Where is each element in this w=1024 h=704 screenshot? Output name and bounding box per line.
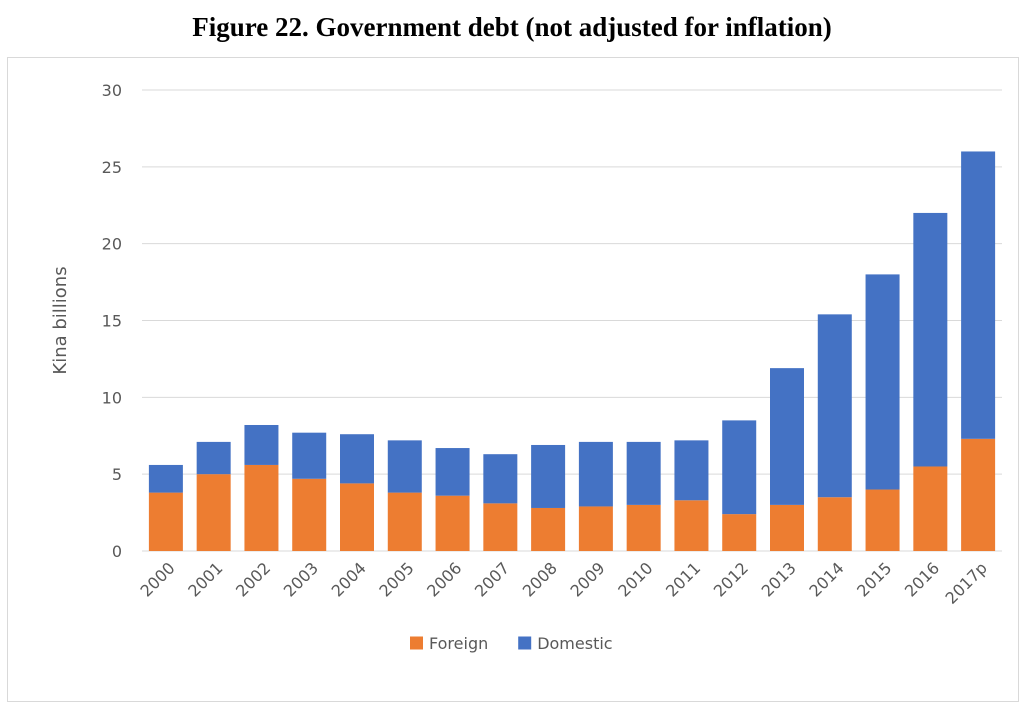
legend-label-foreign: Foreign <box>429 634 488 653</box>
x-tick-label: 2009 <box>566 558 608 600</box>
y-tick-label: 30 <box>102 81 122 100</box>
x-tick-label: 2011 <box>662 558 704 600</box>
bar-domestic <box>961 151 996 439</box>
x-tick-label: 2012 <box>710 558 752 600</box>
bar-domestic <box>817 314 852 498</box>
x-tick-label: 2006 <box>423 558 465 600</box>
bar-foreign <box>626 504 661 551</box>
bar-domestic <box>531 444 566 508</box>
bar-domestic <box>483 454 518 504</box>
x-tick-label: 2013 <box>758 558 800 600</box>
bar-foreign <box>865 489 900 551</box>
x-tick-label: 2015 <box>853 558 895 600</box>
bar-foreign <box>817 497 852 551</box>
x-tick-label: 2001 <box>184 558 226 600</box>
bar-domestic <box>148 464 183 493</box>
legend-swatch-domestic <box>518 636 532 650</box>
bar-domestic <box>770 368 804 505</box>
bar-foreign <box>387 492 422 551</box>
y-tick-label: 0 <box>112 542 122 561</box>
bar-foreign <box>196 474 231 551</box>
legend-swatch-foreign <box>410 636 423 650</box>
bar-domestic <box>626 441 661 505</box>
bar-foreign <box>292 478 327 551</box>
bar-domestic <box>578 441 613 507</box>
bar-foreign <box>148 492 183 551</box>
legend-label-domestic: Domestic <box>537 634 612 653</box>
y-tick-label: 10 <box>102 388 122 407</box>
bar-domestic <box>674 440 709 501</box>
bar-foreign <box>674 500 709 551</box>
x-tick-label: 2010 <box>614 558 656 600</box>
bar-foreign <box>340 483 374 551</box>
y-tick-label: 15 <box>102 312 122 331</box>
x-tick-label: 2004 <box>328 558 370 600</box>
x-tick-label: 2005 <box>375 558 417 600</box>
y-axis-title: Kina billions <box>50 266 71 374</box>
bar-foreign <box>961 438 996 551</box>
figure-title: Figure 22. Government debt (not adjusted… <box>192 12 832 42</box>
bar-domestic <box>292 432 327 479</box>
bar-domestic <box>196 441 231 475</box>
x-tick-label: 2002 <box>232 558 274 600</box>
bar-domestic <box>913 212 948 467</box>
x-tick-label: 2014 <box>805 558 847 600</box>
bar-domestic <box>387 440 422 493</box>
y-tick-label: 25 <box>102 158 122 177</box>
bar-foreign <box>483 503 518 551</box>
bar-foreign <box>770 504 804 551</box>
chart-svg: 0 5 10 15 20 25 30 2000 2001 2002 2003 2004 2005 2006… <box>50 81 1002 653</box>
chart-area: 0 5 10 15 20 25 30 2000 2001 2002 2003 2004 2005 2006… <box>7 57 1019 702</box>
bar-foreign <box>244 464 279 551</box>
bar-foreign <box>578 506 613 551</box>
x-tick-label: 2017p <box>942 558 991 607</box>
bar-domestic <box>435 448 470 496</box>
bar-foreign <box>913 466 948 551</box>
x-tick-label: 2007 <box>471 558 513 600</box>
bar-domestic <box>722 420 757 515</box>
x-tick-label: 2016 <box>901 558 943 600</box>
bar-foreign <box>722 514 757 551</box>
x-tick-label: 2000 <box>136 558 178 600</box>
bar-domestic <box>244 424 279 465</box>
x-tick-label: 2003 <box>280 558 322 600</box>
x-tick-label: 2008 <box>519 558 561 600</box>
bar-foreign <box>531 507 566 551</box>
bar-foreign <box>435 495 470 551</box>
bar-domestic <box>340 434 374 484</box>
y-tick-label: 20 <box>102 235 122 254</box>
bar-domestic <box>865 274 900 490</box>
y-tick-label: 5 <box>112 465 122 484</box>
